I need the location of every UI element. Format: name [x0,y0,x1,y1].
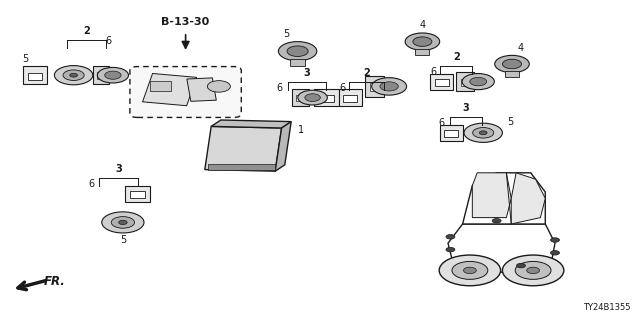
Circle shape [102,212,144,233]
Circle shape [70,73,77,77]
Text: 6: 6 [438,118,445,128]
Circle shape [550,238,559,242]
Circle shape [492,219,501,223]
Circle shape [462,74,494,90]
Text: 6: 6 [106,36,112,46]
Circle shape [495,55,529,73]
Circle shape [452,261,488,279]
Circle shape [502,255,564,286]
Polygon shape [463,173,545,224]
Text: 2: 2 [83,26,90,36]
Circle shape [372,78,406,95]
Circle shape [463,267,476,274]
Bar [23,66,47,84]
Text: 6: 6 [430,67,436,77]
Bar [290,59,305,66]
Text: 5: 5 [120,235,126,244]
Text: 2: 2 [453,52,460,62]
Bar [415,49,429,54]
Text: 2: 2 [363,68,370,78]
Bar [343,95,357,102]
Text: 4: 4 [517,43,524,53]
Circle shape [63,70,84,81]
Circle shape [278,42,317,61]
Text: 6: 6 [276,83,283,93]
Circle shape [515,261,551,279]
Text: 4: 4 [419,20,426,30]
Text: 6: 6 [339,83,346,93]
Text: 5: 5 [508,117,514,127]
Polygon shape [472,173,511,218]
Bar [365,76,385,97]
Circle shape [118,220,127,225]
Circle shape [470,77,486,86]
Circle shape [413,37,432,46]
Bar [505,71,519,77]
Text: 6: 6 [88,179,95,189]
Polygon shape [511,173,545,224]
Bar [28,73,42,80]
Bar [296,95,305,101]
FancyBboxPatch shape [130,67,241,117]
Bar [319,95,333,102]
Text: 3: 3 [463,103,469,113]
Circle shape [380,82,398,91]
Circle shape [105,71,121,79]
Circle shape [287,46,308,56]
Circle shape [298,90,328,105]
Bar [150,81,171,91]
Circle shape [527,267,540,274]
Bar [208,164,275,170]
Circle shape [479,131,487,135]
Text: 5: 5 [22,54,29,64]
Circle shape [207,81,230,92]
Bar [430,74,453,90]
Bar [435,79,449,85]
Bar [370,83,380,91]
Bar [292,89,308,106]
Bar [187,78,216,101]
Circle shape [464,123,502,142]
Text: B-13-30: B-13-30 [161,17,210,27]
Circle shape [305,94,321,101]
Bar [456,72,474,91]
Circle shape [502,59,522,69]
Circle shape [516,263,525,268]
Text: 3: 3 [304,68,310,78]
Text: TY24B1355: TY24B1355 [583,303,630,312]
Circle shape [439,255,500,286]
Polygon shape [275,122,291,171]
Bar [131,191,145,197]
Circle shape [97,68,129,83]
Circle shape [446,235,455,239]
Circle shape [472,127,494,138]
Circle shape [111,217,134,228]
Circle shape [405,33,440,50]
Bar [461,78,469,86]
Circle shape [446,247,455,252]
Circle shape [550,251,559,255]
Polygon shape [448,224,555,275]
Bar [444,131,458,137]
Circle shape [54,66,93,85]
Bar [339,89,362,106]
Bar [97,72,105,79]
Bar [93,66,109,84]
Polygon shape [205,126,282,171]
Bar [314,89,339,106]
Text: 5: 5 [283,29,289,39]
Bar [143,74,196,106]
Polygon shape [211,120,291,128]
Bar [440,125,463,141]
Text: 3: 3 [115,164,122,174]
Bar [125,186,150,202]
Text: FR.: FR. [44,275,65,288]
Text: 1: 1 [298,124,304,135]
